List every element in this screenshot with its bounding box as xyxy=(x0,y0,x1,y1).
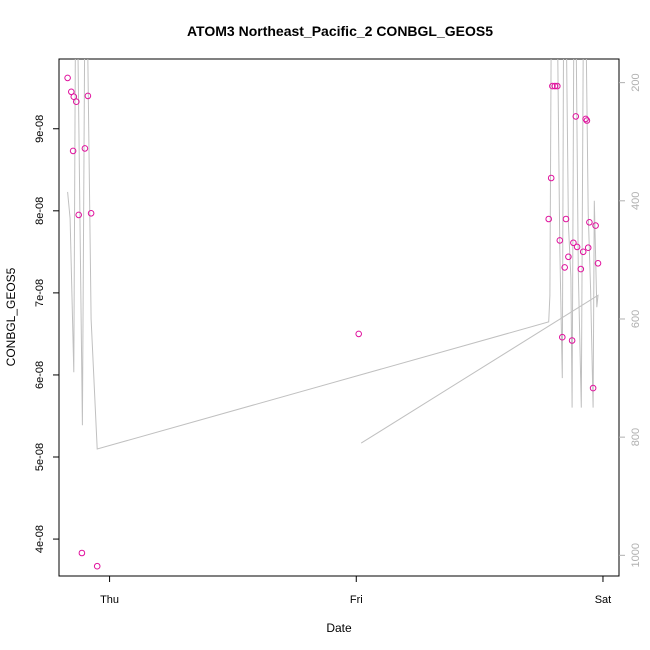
y2-tick-label: 600 xyxy=(630,310,642,328)
data-point xyxy=(570,239,577,247)
plot-box xyxy=(58,58,620,577)
data-point xyxy=(551,82,559,90)
chart-title: ATOM3 Northeast_Pacific_2 CONBGL_GEOS5 xyxy=(187,23,493,39)
series-line xyxy=(67,59,599,450)
y-tick-label: 5e-08 xyxy=(34,443,46,471)
data-point xyxy=(70,93,78,100)
data-point xyxy=(81,145,89,152)
y2-tick-label: 800 xyxy=(630,428,642,446)
x-axis-label: Date xyxy=(326,621,352,635)
y2-tick-label: 400 xyxy=(630,192,642,210)
y-tick-label: 6e-08 xyxy=(34,361,46,389)
y-tick-label: 9e-08 xyxy=(34,115,46,143)
data-point xyxy=(561,264,569,271)
x-tick-label: Sat xyxy=(595,594,612,606)
data-point xyxy=(556,237,564,244)
data-point xyxy=(549,82,556,90)
y-tick-label: 8e-08 xyxy=(34,197,46,225)
data-point xyxy=(584,244,592,251)
data-point xyxy=(572,113,580,120)
data-point xyxy=(84,92,92,100)
y2-tick-label: 200 xyxy=(630,73,642,91)
data-point xyxy=(577,265,585,273)
data-point xyxy=(573,243,581,251)
data-point xyxy=(87,210,95,217)
y-tick-label: 4e-08 xyxy=(34,525,46,553)
data-point xyxy=(93,562,101,570)
data-point xyxy=(592,222,599,229)
data-point xyxy=(547,174,555,182)
data-point xyxy=(69,147,77,155)
data-point xyxy=(565,253,572,261)
data-point xyxy=(586,219,593,226)
x-tick-label: Fri xyxy=(350,594,363,606)
data-point xyxy=(568,337,576,344)
data-point xyxy=(545,215,553,223)
data-point xyxy=(355,330,363,338)
data-point xyxy=(582,115,590,123)
data-point xyxy=(78,549,86,557)
data-point xyxy=(562,215,570,223)
data-point xyxy=(589,384,597,392)
plot-area: Thu Fri Sat 4e-08 5e-08 6e-08 7e-08 8e-08 9e-08 2… xyxy=(34,59,642,606)
plot-clip-group xyxy=(64,59,602,570)
data-point xyxy=(579,248,587,256)
y-axis-label: CONBGL_GEOS5 xyxy=(4,267,18,366)
data-point xyxy=(559,333,566,341)
data-point xyxy=(73,98,80,105)
y2-tick-label: 1000 xyxy=(630,543,642,567)
y-tick-label: 7e-08 xyxy=(34,279,46,307)
x-tick-label: Thu xyxy=(100,594,119,606)
data-point xyxy=(554,82,561,90)
data-point xyxy=(583,117,591,124)
data-point xyxy=(64,74,71,82)
data-point xyxy=(594,260,602,267)
data-point xyxy=(75,211,82,219)
